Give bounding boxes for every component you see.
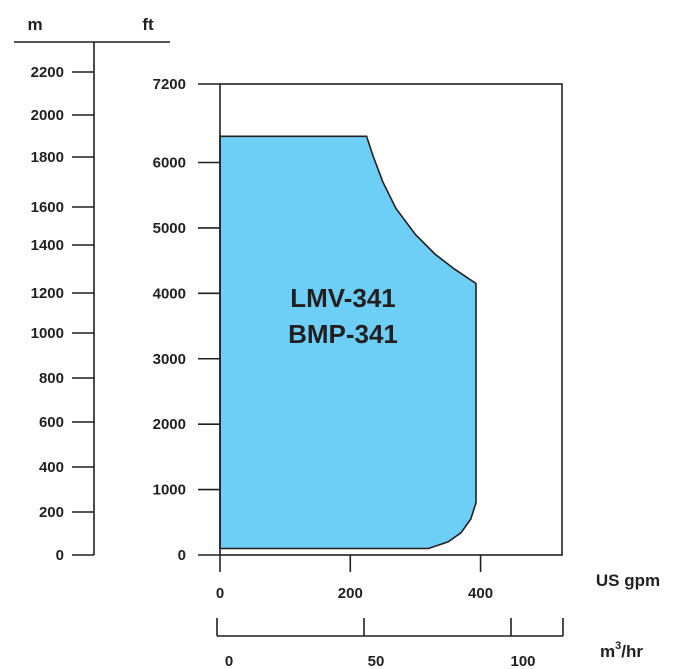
plot-frame [219,83,563,556]
head-ft-tick-label: 0 [178,547,186,564]
flow-m3hr-tick-label: 100 [510,653,535,669]
head-m-tick-label: 600 [39,414,64,431]
region-label-lmv: LMV-341 [290,283,396,313]
head-ft-tick-label: 7200 [153,76,186,93]
head-m-tick-label: 1800 [31,149,64,166]
head-m-tick-label: 2200 [31,64,64,81]
head-m-tick-label: 0 [56,547,64,564]
flow-unit-m3hr-base: m [600,642,615,661]
flow-gpm-axis: 0 200 400 [216,555,493,602]
head-unit-m-label: m [27,15,42,34]
head-m-tick-label: 2000 [31,107,64,124]
flow-unit-m3hr-label: m3/hr [600,640,643,661]
head-ft-tick-label: 3000 [153,351,186,368]
flow-m3hr-tick-label: 0 [225,653,233,669]
head-ft-tick-label: 1000 [153,482,186,499]
envelope-area [219,135,477,550]
head-ft-tick-label: 4000 [153,285,186,302]
head-m-tick-label: 400 [39,459,64,476]
plot-area [219,83,563,556]
head-unit-ft-label: ft [142,15,154,34]
head-ft-axis: 0 1000 2000 3000 4000 5000 6000 7200 [153,76,220,564]
flow-gpm-tick-label: 200 [338,585,363,602]
head-m-axis: 0 200 400 600 800 1000 1200 1400 1600 1800 2000 220… [31,42,95,564]
head-m-tick-label: 1200 [31,285,64,302]
region-label-bmp: BMP-341 [288,319,398,349]
head-m-tick-label: 1400 [31,237,64,254]
flow-m3hr-tick-label: 50 [368,653,385,669]
head-ft-tick-label: 6000 [153,155,186,172]
head-ft-tick-label: 2000 [153,416,186,433]
flow-m3hr-axis: 0 50 100 [216,618,564,669]
flow-unit-m3hr-sup: 3 [615,640,621,652]
flow-unit-m3hr-tail: /hr [621,642,643,661]
head-ft-tick-label: 5000 [153,220,186,237]
head-m-tick-label: 200 [39,504,64,521]
head-m-tick-label: 800 [39,370,64,387]
head-m-tick-label: 1600 [31,199,64,216]
flow-gpm-tick-label: 400 [468,585,493,602]
flow-unit-gpm-label: US gpm [596,571,660,590]
head-m-tick-label: 1000 [31,325,64,342]
flow-gpm-tick-label: 0 [216,585,224,602]
